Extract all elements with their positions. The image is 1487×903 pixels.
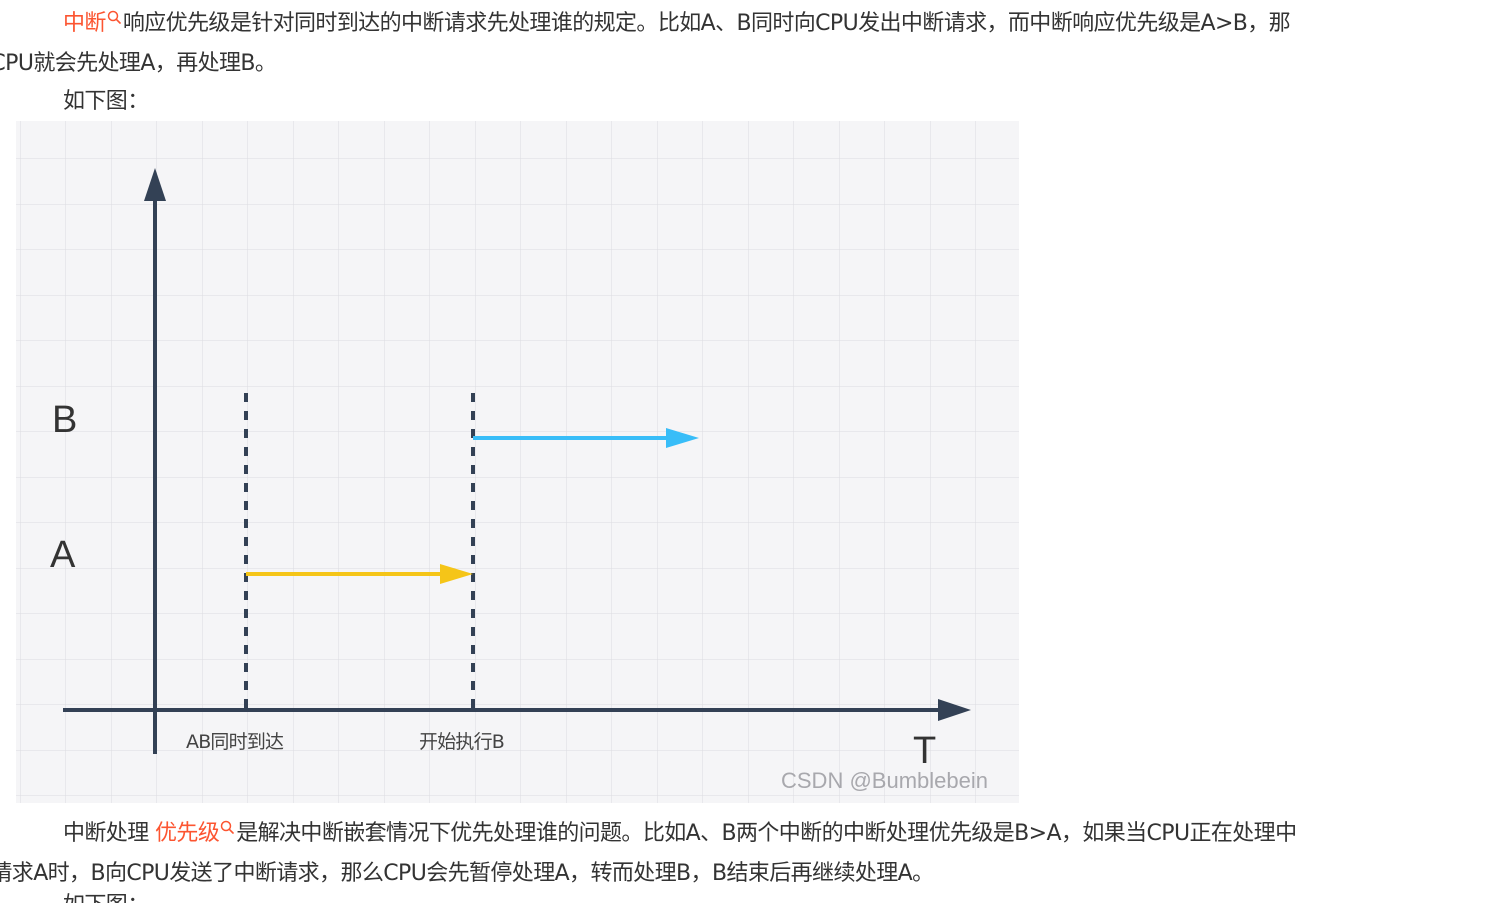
paragraph-text: 如下图： — [63, 893, 149, 903]
keyword-link-label: 优先级 — [155, 821, 220, 846]
paragraph-text: 响应优先级是针对同时到达的中断请求先处理谁的规定。比如A、B同时向CPU发出中断… — [122, 11, 1291, 36]
arrow-a-head — [440, 564, 473, 584]
grid-lines — [16, 121, 1019, 803]
y-axis-arrowhead — [144, 168, 166, 201]
label-ab-arrive: AB同时到达 — [186, 731, 284, 753]
x-axis-arrowhead — [938, 699, 971, 721]
keyword-link-interrupt[interactable]: 中断 — [63, 10, 123, 36]
watermark: CSDN @Bumblebein — [781, 768, 988, 793]
paragraph-figure-intro-2: 如下图： — [16, 886, 149, 903]
keyword-link-priority[interactable]: 优先级 — [155, 820, 236, 846]
paragraph-text: 中断处理 — [63, 821, 149, 846]
label-t-axis: T — [913, 730, 936, 772]
paragraph-response-priority: 中断 响应优先级是针对同时到达的中断请求先处理谁的规定。比如A、B同时向CPU发出… — [0, 4, 1456, 84]
figure-svg: B A AB同时到达 开始执行B T CSDN @Bumblebein — [16, 121, 1019, 803]
priority-timeline-figure: B A AB同时到达 开始执行B T CSDN @Bumblebein — [16, 121, 1019, 803]
label-a: A — [50, 534, 76, 576]
keyword-link-label: 中断 — [63, 11, 106, 36]
paragraph-text: 如下图： — [63, 89, 149, 114]
paragraph-figure-intro: 如下图： — [16, 82, 1456, 122]
label-start-b: 开始执行B — [419, 731, 504, 753]
paragraph-text: 断请求A时，B向CPU发送了中断请求，那么CPU会先暂停处理A，转而处理B，B结… — [0, 861, 934, 886]
paragraph-handling-priority: 中断处理 优先级 是解决中断嵌套情况下优先处理谁的问题。比如A、B两个中断的中断处… — [0, 814, 1456, 894]
search-icon — [220, 820, 235, 834]
paragraph-text: 是解决中断嵌套情况下优先处理谁的问题。比如A、B两个中断的中断处理优先级是B>A… — [236, 821, 1297, 846]
search-icon — [107, 10, 121, 24]
label-b: B — [52, 399, 77, 441]
paragraph-text: 么CPU就会先处理A，再处理B。 — [0, 51, 277, 76]
arrow-b-head — [666, 428, 699, 448]
